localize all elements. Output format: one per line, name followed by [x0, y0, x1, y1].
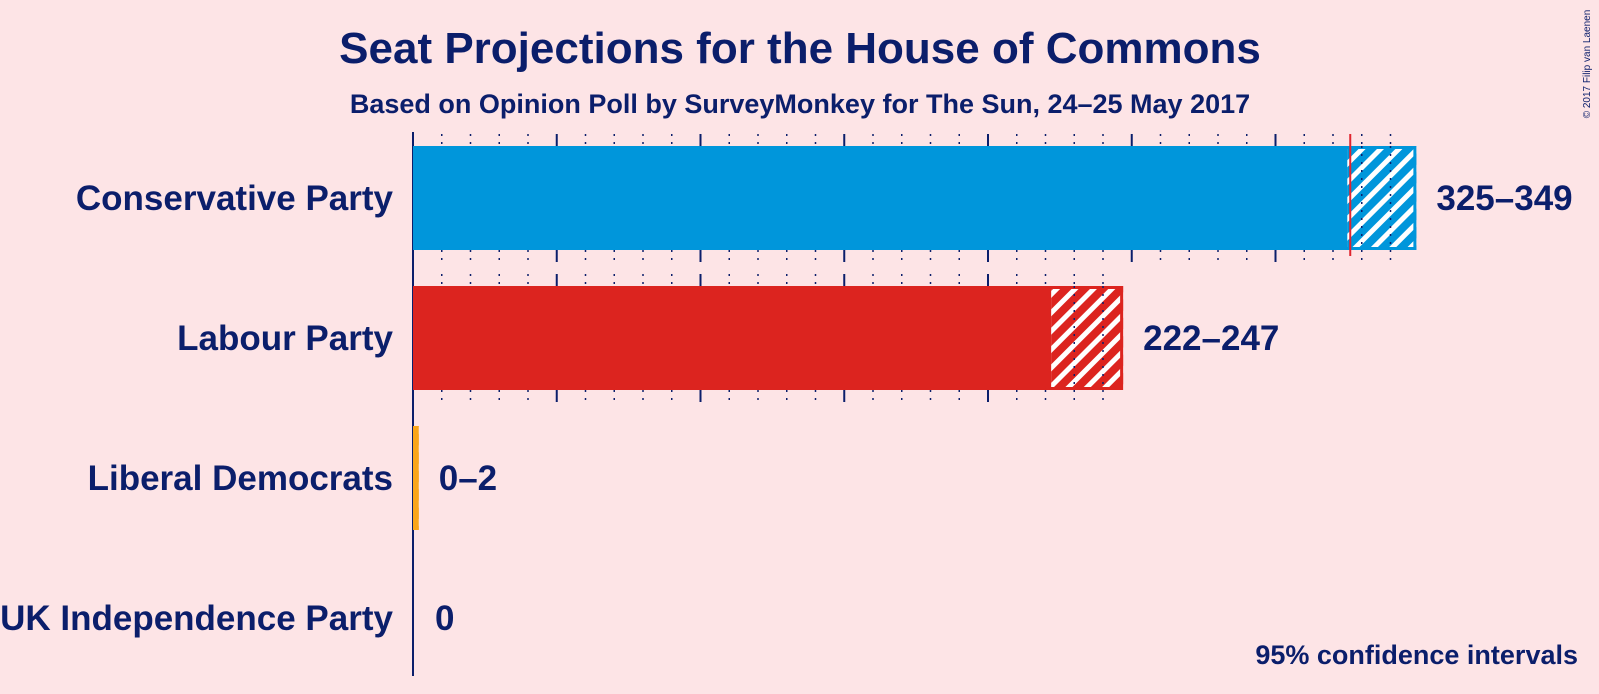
bar-solid [413, 146, 1348, 250]
bar-outline [413, 146, 1417, 250]
bar-outline [413, 286, 1124, 390]
bar-ci-hatch [1347, 146, 1417, 250]
bar-group: Labour Party 222–247 [177, 274, 1279, 402]
value-label: 325–349 [1436, 179, 1572, 218]
bar-ci-hatch [1051, 286, 1124, 390]
copyright-notice: © 2017 Filip van Laenen [1582, 10, 1593, 119]
bar-outline [413, 426, 419, 530]
bar-group: Conservative Party 325–349 [76, 134, 1573, 262]
bar-group: UK Independence Party 0 [0, 599, 454, 638]
chart-title: Seat Projections for the House of Common… [339, 24, 1261, 73]
value-label: 0 [435, 599, 454, 638]
bar-solid [413, 286, 1052, 390]
bar-group: Liberal Democrats 0–2 [88, 426, 497, 530]
chart-subtitle: Based on Opinion Poll by SurveyMonkey fo… [350, 89, 1250, 119]
category-label: Liberal Democrats [88, 459, 393, 498]
category-label: Conservative Party [76, 179, 394, 218]
confidence-note: 95% confidence intervals [1255, 640, 1578, 670]
category-label: UK Independence Party [0, 599, 393, 638]
value-label: 222–247 [1143, 319, 1279, 358]
plot-area: Conservative Party 325–349 Labour Party 222… [0, 132, 1573, 676]
category-label: Labour Party [177, 319, 393, 358]
value-label: 0–2 [439, 459, 497, 498]
